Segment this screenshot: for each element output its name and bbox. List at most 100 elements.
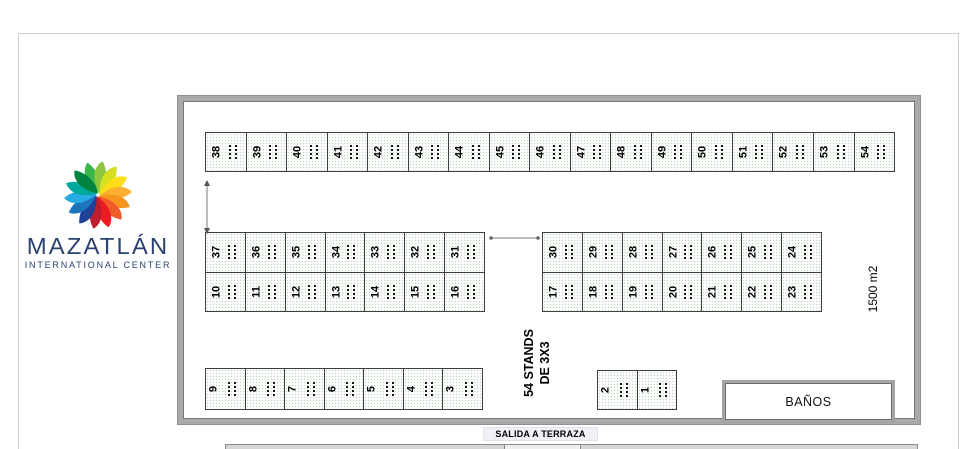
stand-marks [427,284,436,299]
stand-marks [227,284,236,299]
stand-block-bottom-left: 9 8 7 6 5 4 3 [205,368,483,410]
stand-marks [346,382,355,396]
stand-marks [619,383,628,397]
stand-marks [795,145,804,159]
stand-number: 18 [587,285,600,298]
stand-cell-35: 35 [284,233,325,272]
stand-cell-53: 53 [812,133,854,171]
stand-marks [836,145,845,159]
stand-block-middle-left: 37 36 35 34 33 32 31 10 11 12 13 14 15 16 [205,232,485,312]
stand-marks [471,145,480,159]
stand-cell-3: 3 [442,369,483,409]
stand-cell-16: 16 [444,272,485,311]
stand-row: 17 18 19 20 21 22 23 [543,271,822,311]
restrooms-label: BAÑOS [785,394,832,409]
stand-marks [350,145,359,159]
stand-marks [764,284,773,299]
stand-cell-15: 15 [404,272,445,311]
stands-count-label: 54 STANDS DE 3X3 [521,315,555,411]
stand-marks [267,382,276,396]
stand-cell-1: 1 [636,371,676,409]
stand-number: 30 [547,246,560,259]
stand-number: 36 [250,246,263,259]
stand-cell-34: 34 [324,233,365,272]
stand-number: 53 [818,145,831,159]
stand-marks [227,245,236,260]
logo-subtitle: INTERNATIONAL CENTER [24,260,172,271]
stand-number: 7 [286,385,299,393]
stand-cell-14: 14 [364,272,405,311]
stand-marks [674,145,683,159]
flower-pinwheel-icon [64,161,132,229]
stand-marks [347,284,356,299]
stand-row: 38 39 40 41 42 43 44 45 46 47 48 49 50 51 52 53 54 [206,133,895,171]
stand-number: 51 [737,145,750,159]
stand-cell-10: 10 [206,272,245,311]
stand-cell-50: 50 [691,133,732,171]
stand-marks [390,145,399,159]
stand-number: 25 [746,246,759,259]
stand-number: 11 [250,285,263,298]
stand-marks [604,284,613,299]
stand-marks [644,284,653,299]
stand-number: 22 [746,285,759,298]
stand-cell-36: 36 [244,233,285,272]
stand-number: 39 [251,145,264,159]
stands-count-line2: DE 3X3 [538,341,552,385]
stand-row: 9 8 7 6 5 4 3 [206,369,483,409]
terrace-exit-text: SALIDA A TERRAZA [495,429,586,439]
stand-marks [465,382,474,396]
stand-cell-30: 30 [543,233,582,272]
stand-cell-6: 6 [323,369,364,409]
logo-title: MAZATLÁN [26,233,170,259]
stand-cell-33: 33 [364,233,405,272]
stand-marks [804,245,813,260]
stand-number: 44 [453,145,466,159]
stand-number: 54 [859,145,872,159]
stand-cell-47: 47 [569,133,611,171]
stand-number: 12 [290,285,303,298]
stand-cell-4: 4 [402,369,443,409]
stand-number: 16 [449,285,462,298]
stand-marks [755,145,764,159]
stand-marks [467,245,476,260]
stand-number: 26 [707,246,720,259]
stand-cell-46: 46 [529,133,570,171]
stand-cell-43: 43 [407,133,449,171]
stand-block-middle-right: 30 29 28 27 26 25 24 17 18 19 20 21 22 23 [542,232,822,312]
stand-number: 35 [290,246,303,259]
stand-cell-49: 49 [650,133,692,171]
stand-number: 28 [627,246,640,259]
stand-number: 48 [615,145,628,159]
area-size-label: 1500 m2 [866,265,880,313]
stand-number: 13 [330,285,343,298]
stand-marks [512,145,521,159]
stand-number: 6 [326,385,339,393]
stand-cell-31: 31 [444,233,485,272]
mazatlan-logo: MAZATLÁN INTERNATIONAL CENTER [16,160,180,270]
stand-cell-45: 45 [488,133,530,171]
vertical-measure-arrow-icon [204,180,210,234]
stand-number: 9 [207,385,220,393]
stands-count-line1: 54 STANDS [522,329,537,397]
stand-number: 52 [778,145,791,159]
stand-cell-22: 22 [741,272,782,311]
stand-number: 5 [365,385,378,393]
stand-marks [307,284,316,299]
stand-number: 17 [547,285,560,298]
stand-cell-18: 18 [581,272,622,311]
stand-marks [564,245,573,260]
stand-number: 19 [627,285,640,298]
stand-marks [228,145,237,159]
stand-number: 41 [332,145,345,159]
stand-cell-12: 12 [284,272,325,311]
stand-cell-11: 11 [244,272,285,311]
stand-marks [644,245,653,260]
stand-cell-32: 32 [404,233,445,272]
stand-cell-2: 2 [598,371,637,409]
stand-marks [633,145,642,159]
stand-number: 8 [247,385,260,393]
stand-number: 46 [534,145,547,159]
